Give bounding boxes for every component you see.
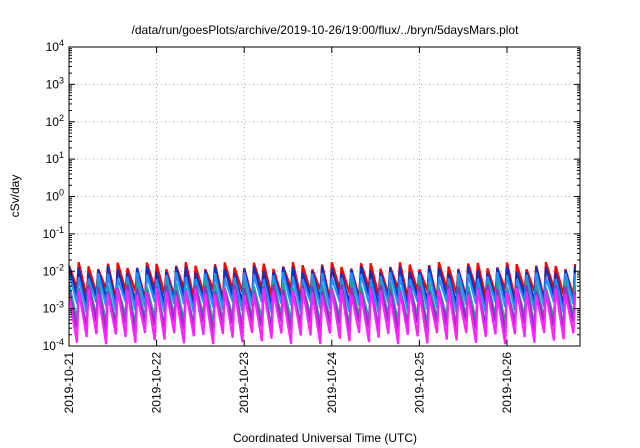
x-tick-label: 2019-10-26 <box>500 352 514 414</box>
y-tick-label: 101 <box>46 150 64 166</box>
series-lines <box>69 261 577 345</box>
y-tick-label: 100 <box>46 188 64 204</box>
x-axis-label: Coordinated Universal Time (UTC) <box>233 431 417 445</box>
x-tick-label: 2019-10-23 <box>237 352 251 414</box>
chart-title: /data/run/goesPlots/archive/2019-10-26/1… <box>132 23 520 37</box>
y-tick-label: 10-1 <box>43 225 64 241</box>
y-tick-label: 103 <box>46 75 64 91</box>
series-line-6 <box>69 288 577 345</box>
x-tick-label: 2019-10-24 <box>325 352 339 414</box>
x-tick-label: 2019-10-21 <box>62 352 76 414</box>
y-tick-label: 10-3 <box>43 300 64 316</box>
y-tick-label: 104 <box>46 38 64 54</box>
y-axis-label: cSv/day <box>8 175 22 218</box>
x-axis-ticks: 2019-10-21 2019-10-22 2019-10-23 2019-10-24… <box>62 47 514 413</box>
y-axis-ticks: 10-4 10-3 10-2 10-1 100 101 102 103 104 <box>43 38 580 353</box>
x-tick-label: 2019-10-22 <box>150 352 164 414</box>
y-tick-label: 10-4 <box>43 337 64 353</box>
y-tick-label: 10-2 <box>43 262 64 278</box>
y-tick-label: 102 <box>46 113 64 129</box>
x-tick-label: 2019-10-25 <box>412 352 426 414</box>
